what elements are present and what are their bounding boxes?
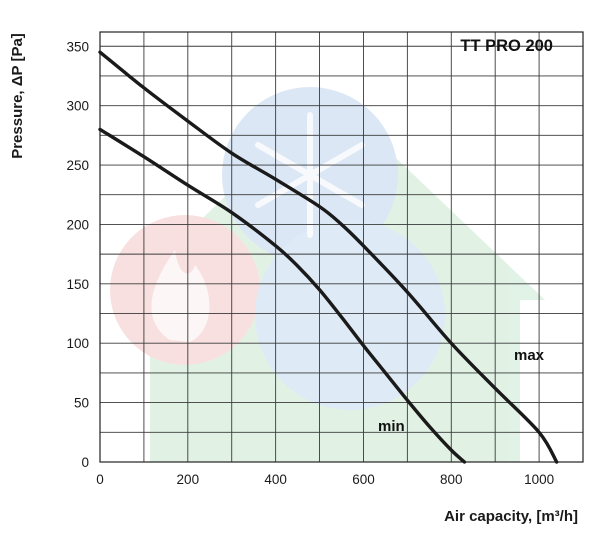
series-line-max (98, 50, 559, 464)
y-axis-ticks: 0 50 100 150 200 250 300 350 (66, 39, 89, 470)
y-tick-label: 350 (66, 39, 89, 54)
series-line-min (98, 127, 467, 464)
plot-border (99, 31, 584, 463)
x-tick-label: 600 (352, 472, 375, 487)
y-tick-label: 100 (66, 336, 89, 351)
series-label-min: min (378, 418, 405, 435)
x-axis-title: Air capacity, [m³/h] (444, 508, 578, 525)
y-tick-label: 200 (66, 217, 89, 232)
chart-curves (98, 50, 559, 464)
x-tick-label: 0 (96, 472, 104, 487)
series-label-max: max (514, 347, 545, 364)
x-tick-label: 1000 (524, 472, 554, 487)
flame-icon (151, 250, 210, 342)
y-tick-label: 50 (74, 396, 89, 411)
x-tick-label: 200 (177, 472, 200, 487)
watermark-fan-circle (255, 220, 445, 410)
y-tick-label: 150 (66, 277, 89, 292)
chart-title: TT PRO 200 (460, 37, 553, 55)
y-axis-title: Pressure, ΔP [Pa] (9, 33, 26, 159)
x-tick-label: 800 (440, 472, 463, 487)
y-tick-label: 300 (66, 99, 89, 114)
watermark-logo (110, 87, 545, 462)
x-axis-ticks: 0 200 400 600 800 1000 (96, 472, 554, 487)
y-tick-label: 0 (81, 455, 89, 470)
y-tick-label: 250 (66, 158, 89, 173)
x-tick-label: 400 (264, 472, 287, 487)
